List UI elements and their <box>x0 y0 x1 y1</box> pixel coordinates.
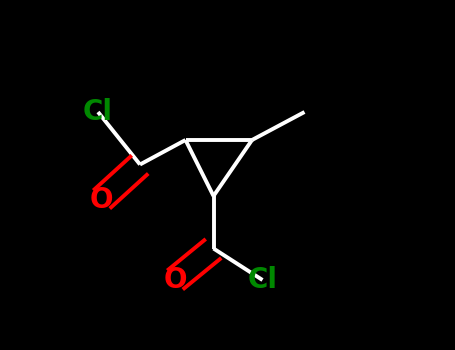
Text: O: O <box>90 186 113 214</box>
Text: Cl: Cl <box>248 266 278 294</box>
Text: O: O <box>163 266 187 294</box>
Text: Cl: Cl <box>83 98 113 126</box>
